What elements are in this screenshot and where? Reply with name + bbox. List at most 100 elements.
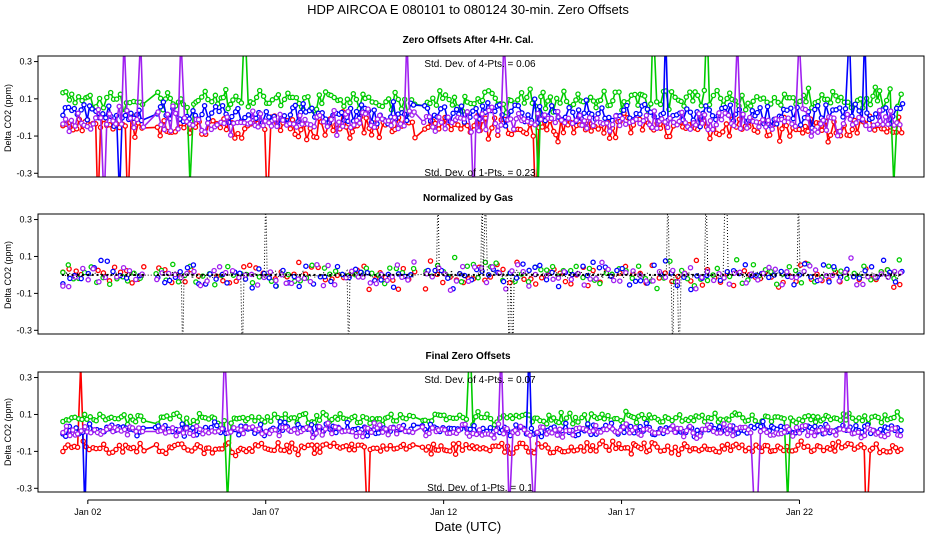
data-point: [154, 276, 160, 283]
data-point: [861, 273, 864, 276]
data-point: [78, 275, 84, 282]
data-point: [704, 277, 711, 284]
data-point: [788, 273, 791, 276]
data-point: [785, 115, 791, 121]
data-point: [573, 117, 580, 124]
data-point: [873, 441, 880, 447]
data-point: [863, 122, 869, 129]
data-point: [836, 105, 843, 111]
data-point: [447, 448, 453, 454]
data-point: [875, 273, 878, 276]
data-point: [719, 129, 726, 135]
data-point: [473, 105, 479, 112]
data-point: [508, 108, 514, 115]
data-point: [735, 430, 741, 436]
data-point: [300, 101, 306, 107]
data-point: [347, 100, 353, 106]
data-point: [812, 273, 815, 276]
data-point: [303, 273, 306, 276]
data-point: [511, 273, 514, 276]
data-point: [236, 273, 239, 276]
data-point: [768, 268, 774, 275]
data-point: [815, 129, 821, 135]
data-point: [87, 92, 93, 99]
data-point: [593, 104, 599, 111]
data-point: [726, 281, 733, 287]
data-point: [898, 427, 904, 434]
data-point: [556, 419, 562, 426]
data-point: [329, 430, 335, 437]
data-point: [387, 442, 394, 449]
data-point: [781, 429, 788, 436]
data-point: [887, 108, 894, 114]
data-point: [574, 447, 581, 453]
data-point: [848, 255, 854, 261]
data-point: [385, 118, 392, 124]
data-point: [847, 28, 851, 32]
data-point: [684, 106, 690, 112]
data-point: [735, 35, 739, 39]
data-point: [863, 28, 867, 32]
data-point: [660, 418, 666, 425]
panel-2: Normalized by Gas Delta CO2 (ppm) -0.3-0…: [3, 193, 925, 335]
data-point: [113, 121, 119, 127]
data-point: [291, 415, 298, 421]
data-point: [817, 121, 824, 127]
data-point: [118, 121, 125, 127]
data-point: [447, 287, 454, 293]
data-point: [221, 273, 224, 276]
data-point: [538, 275, 545, 281]
data-point: [811, 447, 817, 453]
data-point: [265, 208, 269, 212]
data-point: [268, 123, 275, 129]
data-point: [164, 90, 171, 96]
data-point: [755, 277, 761, 283]
data-point: [139, 35, 143, 39]
data-point: [191, 273, 194, 276]
data-point: [65, 262, 72, 268]
data-point: [859, 417, 866, 424]
data-point: [817, 443, 823, 450]
data-point: [233, 93, 239, 99]
data-point: [802, 123, 809, 130]
data-point: [760, 95, 767, 101]
data-point: [874, 98, 881, 104]
data-point: [116, 103, 122, 110]
data-point: [353, 433, 360, 440]
data-point: [587, 447, 594, 454]
data-point: [790, 94, 796, 101]
data-point: [337, 97, 344, 103]
data-point: [727, 102, 734, 108]
data-point: [379, 429, 386, 435]
data-point: [309, 262, 315, 269]
data-point: [65, 283, 72, 290]
data-point: [302, 410, 309, 417]
data-point: [616, 441, 622, 447]
data-point: [324, 123, 331, 130]
data-point: [798, 438, 804, 444]
data-point: [562, 278, 569, 285]
data-point: [126, 267, 133, 274]
data-point: [880, 273, 883, 276]
data-point: [219, 425, 225, 432]
data-point: [323, 273, 326, 276]
panel-2-series: [60, 214, 905, 334]
data-point: [387, 265, 393, 271]
data-point: [96, 95, 103, 102]
data-point: [256, 87, 263, 94]
data-point: [216, 264, 223, 270]
data-point: [194, 419, 201, 425]
data-point: [513, 422, 519, 428]
data-point: [724, 95, 730, 102]
data-point: [820, 273, 823, 276]
data-point: [205, 96, 211, 103]
data-point: [88, 429, 94, 436]
data-point: [65, 442, 71, 448]
data-point: [353, 108, 360, 115]
data-point: [442, 273, 445, 276]
data-point: [606, 447, 612, 454]
panel-1-plot: -0.3 -0.1 0.1 0.3 Std. Dev. of 4-Pts. = 0.06…: [16, 28, 925, 212]
data-point: [107, 424, 113, 430]
data-point: [599, 411, 605, 417]
data-point: [66, 273, 69, 276]
